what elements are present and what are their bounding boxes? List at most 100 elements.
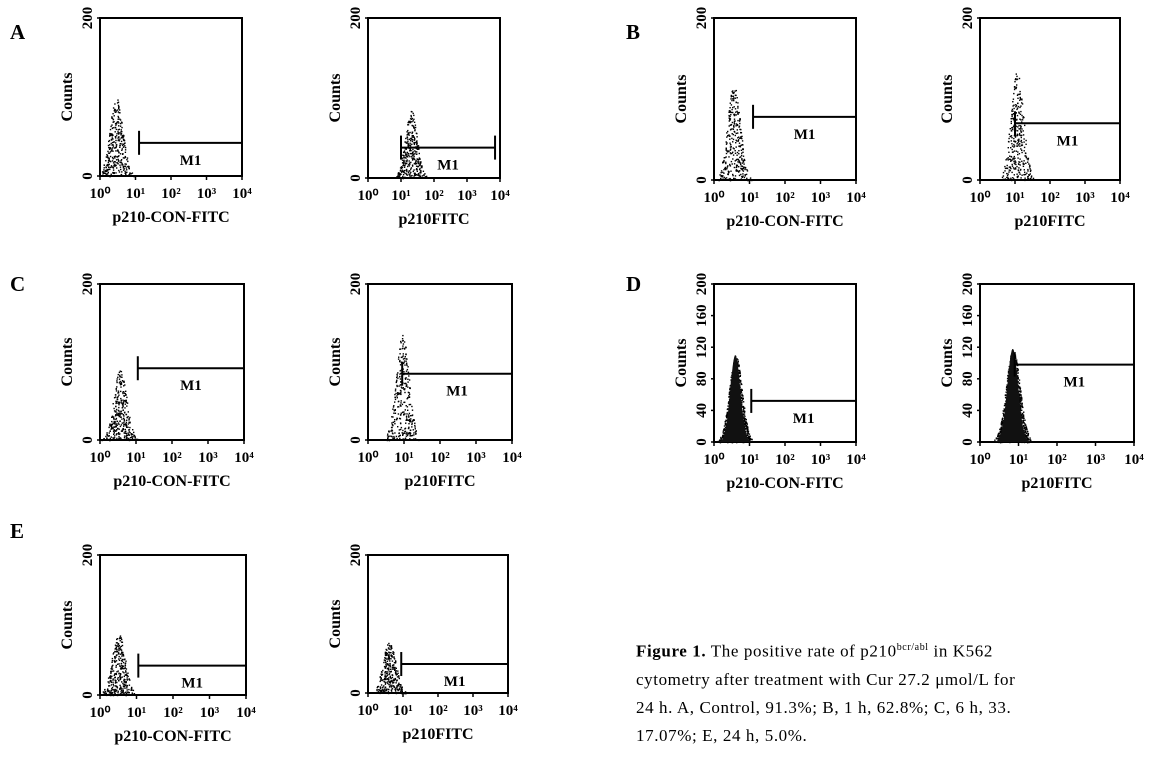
histogram-point xyxy=(109,677,111,679)
histogram-point xyxy=(1029,439,1031,441)
histogram-point xyxy=(387,663,389,665)
histogram-point xyxy=(122,653,125,656)
histogram-point xyxy=(120,663,123,665)
histogram-point xyxy=(735,169,738,171)
histogram-point xyxy=(1010,147,1012,149)
histogram-point xyxy=(391,674,394,676)
histogram-point xyxy=(1012,158,1014,160)
histogram-point xyxy=(1022,415,1025,417)
histogram-point xyxy=(119,675,121,677)
histogram-point xyxy=(389,681,392,683)
histogram-point xyxy=(413,419,415,421)
histogram-point xyxy=(102,691,105,693)
histogram-point xyxy=(114,661,116,663)
histogram-fill xyxy=(991,349,1034,442)
histogram-point xyxy=(125,413,127,416)
histogram-point xyxy=(725,152,728,155)
y-tick-label: 0 xyxy=(348,174,364,182)
histogram-point xyxy=(402,429,404,432)
histogram-point xyxy=(119,374,121,376)
histogram-point xyxy=(121,413,123,415)
histogram-point xyxy=(117,373,119,376)
histogram-point xyxy=(1012,151,1014,153)
histogram-point xyxy=(721,441,723,443)
histogram-point xyxy=(420,165,422,167)
histogram-point xyxy=(1015,362,1017,364)
histogram-point xyxy=(741,393,743,395)
histogram-point xyxy=(118,648,120,650)
histogram-point xyxy=(741,175,743,178)
histogram-point xyxy=(378,692,381,694)
histogram-point xyxy=(110,672,112,675)
histogram-point xyxy=(390,690,393,692)
histogram-point xyxy=(383,677,386,680)
histogram-point xyxy=(116,638,118,641)
histogram-point xyxy=(125,423,127,425)
histogram-point xyxy=(408,412,411,415)
histogram-point xyxy=(113,685,115,687)
histogram-point xyxy=(107,677,110,679)
histogram-point xyxy=(119,437,121,439)
histogram-point xyxy=(402,175,404,178)
histogram-point xyxy=(401,169,403,171)
histogram-point xyxy=(416,142,418,144)
histogram-point xyxy=(1015,78,1017,80)
histogram-point xyxy=(1029,164,1031,167)
histogram-point xyxy=(114,157,116,159)
x-tick-label: 10² xyxy=(430,450,450,466)
histogram-point xyxy=(127,426,129,428)
histogram-point xyxy=(134,438,136,441)
histogram-point xyxy=(1022,134,1025,136)
histogram-point xyxy=(745,431,747,433)
histogram-point xyxy=(413,118,415,120)
histogram-point xyxy=(728,110,731,112)
histogram-point xyxy=(400,342,402,344)
histogram-point xyxy=(116,109,119,111)
histogram-point xyxy=(1022,116,1024,118)
histogram-point xyxy=(124,172,127,174)
histogram-point xyxy=(1007,370,1010,373)
histogram-point xyxy=(119,125,122,127)
histogram-point xyxy=(406,142,409,144)
histogram-point xyxy=(1018,387,1021,389)
histogram-point xyxy=(107,161,110,164)
histogram-point xyxy=(402,177,404,179)
histogram-point xyxy=(407,121,409,124)
histogram-point xyxy=(117,115,119,118)
histogram-point xyxy=(399,360,401,363)
histogram-point xyxy=(1000,423,1002,426)
histogram-point xyxy=(123,425,125,427)
histogram-point xyxy=(118,438,120,440)
histogram-point xyxy=(118,412,120,415)
histogram-point xyxy=(124,432,126,434)
histogram-point xyxy=(412,420,414,422)
histogram-point xyxy=(1017,151,1019,153)
histogram-point xyxy=(723,172,725,174)
histogram-point xyxy=(124,384,126,386)
histogram-point xyxy=(115,417,118,420)
histogram-point xyxy=(118,423,120,426)
histogram-point xyxy=(409,152,412,155)
x-tick-label: 10³ xyxy=(198,450,218,466)
histogram-point xyxy=(742,401,745,403)
histogram-point xyxy=(727,405,729,407)
histogram-point xyxy=(407,172,410,174)
histogram-point xyxy=(385,678,387,681)
x-tick-label: 10³ xyxy=(811,452,831,468)
histogram-point xyxy=(1021,99,1023,101)
x-tick-label: 10² xyxy=(161,186,181,202)
histogram-point xyxy=(1004,165,1006,168)
histogram-point xyxy=(407,129,409,132)
histogram-point xyxy=(406,169,408,172)
histogram-point xyxy=(402,434,404,436)
histogram-point xyxy=(395,667,397,669)
histogram-point xyxy=(126,159,128,161)
plot-frame xyxy=(367,554,509,694)
histogram-point xyxy=(1018,77,1021,80)
histogram-point xyxy=(111,137,113,139)
histogram-point xyxy=(118,136,120,138)
histogram-point xyxy=(118,402,120,404)
histogram-point xyxy=(1024,179,1026,182)
histogram-point xyxy=(729,388,731,391)
histogram-point xyxy=(1001,421,1003,423)
